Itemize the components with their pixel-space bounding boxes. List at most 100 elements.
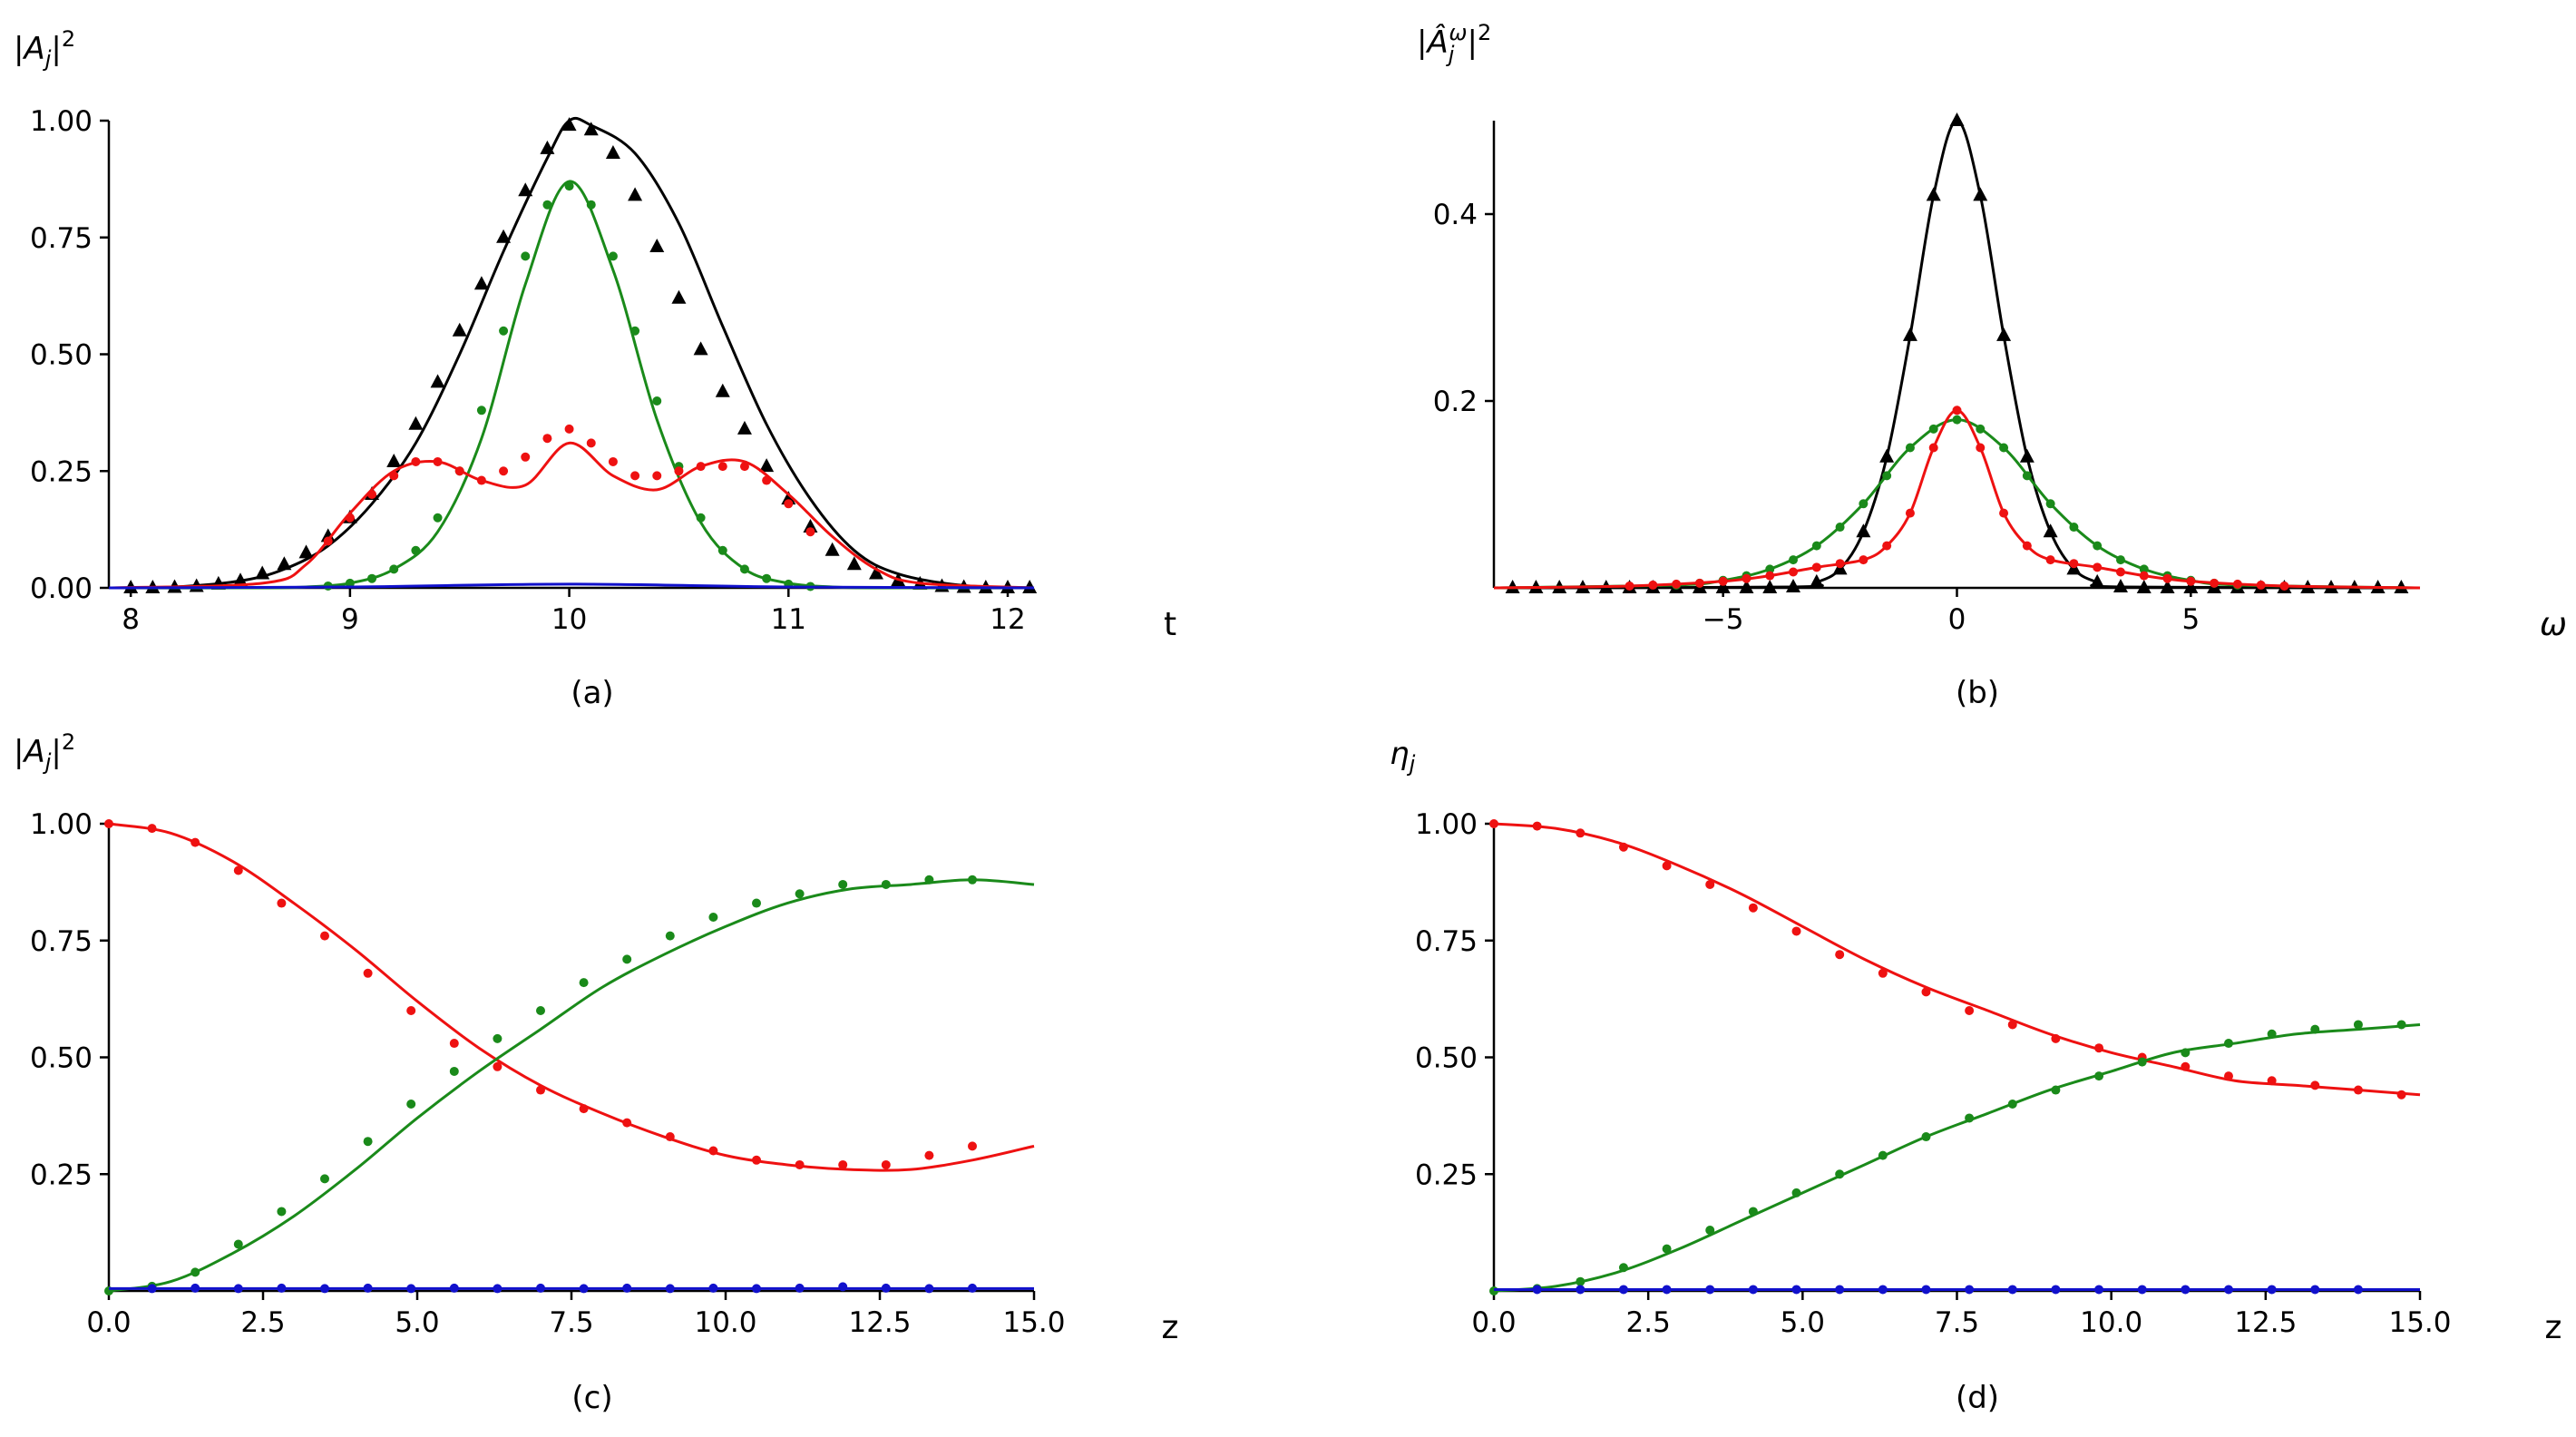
data-point-red: [586, 438, 596, 448]
data-point-green: [389, 564, 399, 574]
data-point-green: [630, 326, 640, 336]
x-axis-label: ω: [2540, 606, 2567, 643]
data-point-green: [2223, 1039, 2233, 1049]
y-tick-label: 0.2: [1433, 386, 1478, 418]
data-point-green: [363, 1137, 373, 1147]
data-point-green: [2093, 541, 2103, 551]
data-point-blue: [838, 1282, 848, 1292]
data-point-red: [564, 424, 574, 434]
panel-caption: (b): [1956, 675, 1999, 711]
data-point-red: [1625, 581, 1634, 591]
data-point-red: [542, 434, 552, 444]
data-point-blue: [2267, 1285, 2277, 1295]
data-point-blue: [924, 1284, 934, 1294]
x-tick-label: 10: [551, 603, 587, 636]
data-point-black: [671, 289, 687, 304]
data-point-blue: [708, 1283, 718, 1293]
data-point-blue: [2137, 1285, 2147, 1295]
data-point-green: [2353, 1020, 2363, 1030]
data-point-red: [752, 1155, 761, 1165]
data-point-red: [2256, 580, 2266, 590]
data-point-red: [968, 1141, 977, 1151]
data-point-green: [411, 545, 421, 555]
data-point-green: [1965, 1113, 1975, 1123]
data-point-red: [2232, 579, 2242, 589]
data-point-red: [924, 1150, 934, 1160]
data-point-black: [1856, 523, 1871, 538]
data-point-black: [1996, 327, 2012, 341]
y-tick-label: 0.25: [30, 455, 93, 488]
data-point-green: [2267, 1029, 2277, 1039]
data-point-green: [1489, 1286, 1498, 1295]
data-point-green: [1662, 1244, 1672, 1254]
data-point-blue: [881, 1283, 891, 1293]
data-point-green: [2396, 1020, 2406, 1030]
data-point-green: [608, 251, 618, 261]
x-tick-label: 12.5: [2234, 1306, 2297, 1339]
data-point-blue: [449, 1283, 459, 1293]
data-point-red: [2045, 555, 2055, 565]
data-point-green: [2045, 499, 2055, 509]
data-point-black: [1715, 580, 1731, 593]
data-point-green: [449, 1066, 459, 1076]
x-tick-label: 10.0: [2080, 1306, 2142, 1339]
x-tick-label: 8: [122, 603, 140, 636]
panel-caption: (a): [571, 675, 613, 711]
data-point-red: [739, 462, 749, 472]
data-point-red: [411, 456, 421, 466]
y-axis-label: |Aj|2: [14, 26, 75, 72]
data-point-green: [2181, 1048, 2191, 1058]
data-point-red: [277, 898, 287, 908]
data-point-black: [737, 420, 752, 435]
data-point-red: [449, 1039, 459, 1049]
data-point-black: [408, 415, 424, 430]
data-point-red: [784, 499, 794, 509]
data-point-green: [320, 1174, 329, 1184]
data-point-red: [367, 490, 377, 499]
x-tick-label: 5: [2181, 603, 2200, 636]
data-point-red: [1976, 443, 1986, 453]
y-axis-label: |Âjω|2: [1417, 20, 1491, 67]
data-point-green: [2094, 1071, 2104, 1081]
data-point-green: [968, 875, 977, 885]
data-point-black: [2043, 523, 2058, 538]
panel-caption: (c): [571, 1380, 612, 1416]
data-point-red: [536, 1085, 545, 1095]
data-point-red: [104, 819, 113, 828]
data-point-red: [1952, 406, 1962, 415]
y-tick-label: 0.4: [1433, 199, 1478, 231]
x-axis-label: z: [2545, 1309, 2562, 1346]
data-point-black: [649, 239, 665, 253]
data-point-blue: [1965, 1285, 1975, 1295]
x-tick-label: 0.0: [86, 1306, 131, 1339]
data-point-green: [708, 913, 718, 922]
data-point-red: [881, 1159, 891, 1169]
x-tick-label: 7.5: [549, 1306, 593, 1339]
data-point-blue: [1835, 1285, 1845, 1295]
x-tick-label: 5.0: [395, 1306, 439, 1339]
data-point-red: [454, 466, 464, 476]
data-point-green: [493, 1033, 503, 1043]
data-point-red: [1694, 578, 1704, 588]
data-point-black: [386, 453, 402, 467]
data-point-red: [323, 536, 333, 546]
y-axis-label: ηj: [1390, 736, 1416, 777]
data-point-blue: [795, 1283, 805, 1293]
data-point-red: [2279, 581, 2289, 591]
data-point-blue: [622, 1283, 632, 1293]
data-point-green: [1928, 424, 1938, 434]
data-point-green: [838, 879, 848, 889]
data-point-green: [1999, 443, 2009, 453]
data-point-black: [715, 383, 730, 397]
data-point-red: [1835, 559, 1845, 569]
data-point-red: [1618, 842, 1628, 852]
series-line-red: [108, 441, 1035, 590]
x-tick-label: 15.0: [2388, 1306, 2451, 1339]
data-point-black: [1926, 187, 1941, 201]
y-tick-label: 0.25: [1415, 1158, 1478, 1191]
data-point-black: [759, 458, 775, 473]
x-tick-label: −5: [1703, 603, 1744, 636]
data-point-green: [433, 513, 443, 523]
data-point-blue: [277, 1283, 287, 1293]
y-tick-label: 0.00: [30, 572, 93, 605]
